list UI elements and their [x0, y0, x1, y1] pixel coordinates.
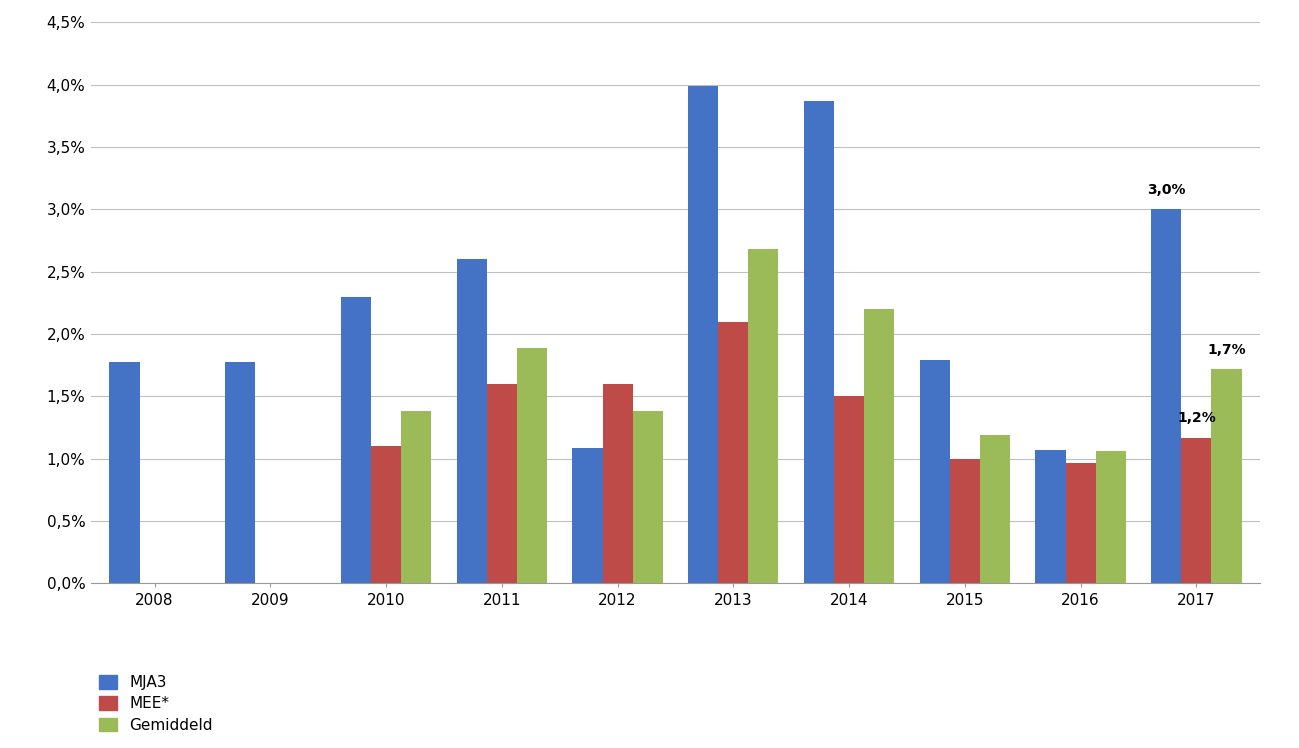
Bar	[573, 447, 603, 583]
Bar	[225, 361, 256, 583]
Bar	[1035, 450, 1065, 583]
Text: 3,0%: 3,0%	[1147, 183, 1186, 197]
Bar	[372, 447, 401, 583]
Bar	[340, 297, 372, 583]
Bar	[950, 459, 979, 583]
Bar	[979, 435, 1011, 583]
Bar	[920, 361, 950, 583]
Bar	[1065, 462, 1095, 583]
Bar	[633, 411, 662, 583]
Bar	[457, 260, 487, 583]
Bar	[1151, 209, 1181, 583]
Bar	[487, 384, 517, 583]
Bar	[864, 309, 894, 583]
Bar	[603, 384, 633, 583]
Text: 1,2%: 1,2%	[1177, 411, 1216, 425]
Bar	[834, 396, 864, 583]
Bar	[1212, 369, 1242, 583]
Text: 1,7%: 1,7%	[1207, 343, 1246, 357]
Bar	[109, 361, 139, 583]
Bar	[718, 322, 748, 583]
Bar	[1181, 438, 1212, 583]
Bar	[517, 348, 547, 583]
Bar	[1095, 451, 1126, 583]
Bar	[804, 101, 834, 583]
Bar	[748, 249, 778, 583]
Bar	[688, 86, 718, 583]
Bar	[401, 411, 431, 583]
Legend: MJA3, MEE*, Gemiddeld: MJA3, MEE*, Gemiddeld	[99, 675, 213, 732]
